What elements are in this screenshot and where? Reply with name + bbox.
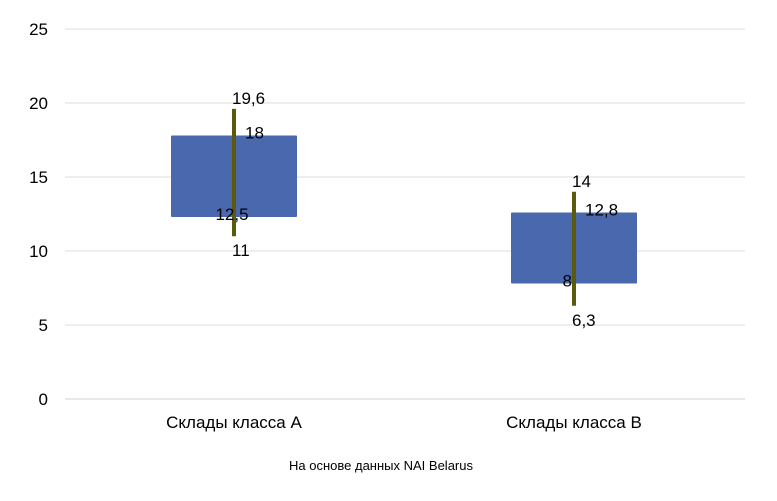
y-tick-label: 15 — [29, 168, 48, 187]
data-label-high: 19,6 — [232, 89, 265, 108]
chart-footnote: На основе данных NAI Belarus — [289, 458, 473, 473]
grid-layer — [65, 28, 745, 400]
x-tick-label: Склады класса В — [506, 413, 642, 432]
data-label-low: 6,3 — [572, 311, 596, 330]
x-tick-label: Склады класса А — [166, 413, 302, 432]
data-labels: 19,6 11 18 12,5 14 6,3 12,8 8 — [215, 89, 618, 330]
data-label-close: 12,5 — [215, 205, 248, 224]
data-label-high: 14 — [572, 172, 591, 191]
data-label-close: 8 — [563, 272, 572, 291]
y-axis: 0 5 10 15 20 25 — [29, 20, 48, 409]
data-label-open: 18 — [245, 124, 264, 143]
y-tick-label: 25 — [29, 20, 48, 39]
plot-area — [171, 108, 637, 306]
x-axis: Склады класса А Склады класса В — [166, 413, 642, 432]
y-tick-label: 5 — [39, 316, 48, 335]
data-label-low: 11 — [232, 241, 250, 260]
y-tick-label: 10 — [29, 242, 48, 261]
data-label-open: 12,8 — [585, 201, 618, 220]
y-tick-label: 20 — [29, 94, 48, 113]
y-tick-label: 0 — [39, 390, 48, 409]
